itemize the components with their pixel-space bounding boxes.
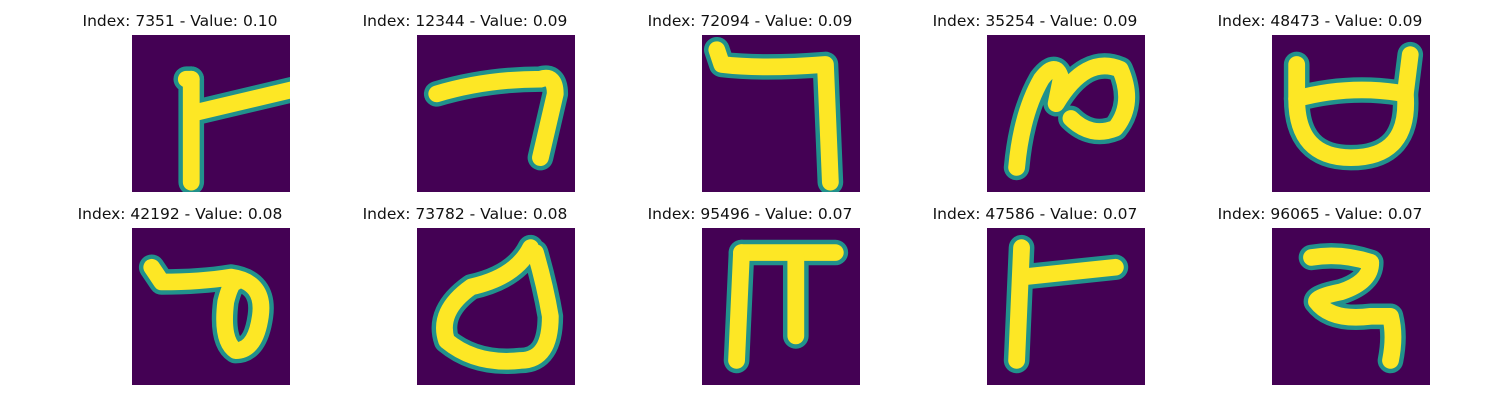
panel-4: Index: 48473 - Value: 0.09 xyxy=(1170,0,1470,192)
stroke-core xyxy=(428,69,564,166)
panel-2: Index: 72094 - Value: 0.09 xyxy=(600,0,900,192)
stroke-core xyxy=(728,244,750,369)
panel-6: Index: 73782 - Value: 0.08 xyxy=(315,193,615,385)
panel-title: Index: 95496 - Value: 0.07 xyxy=(647,205,853,223)
panel-7: Index: 95496 - Value: 0.07 xyxy=(600,193,900,385)
stroke-core xyxy=(1013,258,1124,286)
stroke-core xyxy=(708,41,839,191)
digit-image-4 xyxy=(1272,35,1430,192)
panel-9: Index: 96065 - Value: 0.07 xyxy=(1170,193,1470,385)
panel-0: Index: 7351 - Value: 0.10 xyxy=(30,0,330,192)
stroke-core xyxy=(1008,57,1136,176)
stroke-core xyxy=(1288,81,1414,108)
digit-image-3 xyxy=(987,35,1145,192)
panel-title: Index: 35254 - Value: 0.09 xyxy=(932,12,1138,30)
panel-title: Index: 48473 - Value: 0.09 xyxy=(1217,12,1423,30)
digit-image-9 xyxy=(1272,228,1430,385)
digit-image-5 xyxy=(132,228,290,385)
digit-image-7 xyxy=(702,228,860,385)
panel-title: Index: 72094 - Value: 0.09 xyxy=(647,12,853,30)
panel-1: Index: 12344 - Value: 0.09 xyxy=(315,0,615,192)
panel-title: Index: 7351 - Value: 0.10 xyxy=(82,12,278,30)
panel-8: Index: 47586 - Value: 0.07 xyxy=(885,193,1185,385)
panel-5: Index: 42192 - Value: 0.08 xyxy=(30,193,330,385)
stroke-core xyxy=(182,70,290,191)
panel-title: Index: 42192 - Value: 0.08 xyxy=(77,205,283,223)
panel-title: Index: 73782 - Value: 0.08 xyxy=(362,205,568,223)
panel-3: Index: 35254 - Value: 0.09 xyxy=(885,0,1185,192)
digit-image-6 xyxy=(417,228,575,385)
stroke-core xyxy=(1303,247,1402,369)
digit-image-1 xyxy=(417,35,575,192)
panel-title: Index: 12344 - Value: 0.09 xyxy=(362,12,568,30)
stroke-core xyxy=(143,258,270,359)
stroke-core xyxy=(1288,46,1419,166)
panel-title: Index: 47586 - Value: 0.07 xyxy=(932,205,1138,223)
panel-title: Index: 96065 - Value: 0.07 xyxy=(1217,205,1423,223)
digit-image-2 xyxy=(702,35,860,192)
digit-image-8 xyxy=(987,228,1145,385)
stroke-core xyxy=(436,239,559,370)
stroke-core xyxy=(1008,239,1030,369)
digit-image-0 xyxy=(132,35,290,192)
